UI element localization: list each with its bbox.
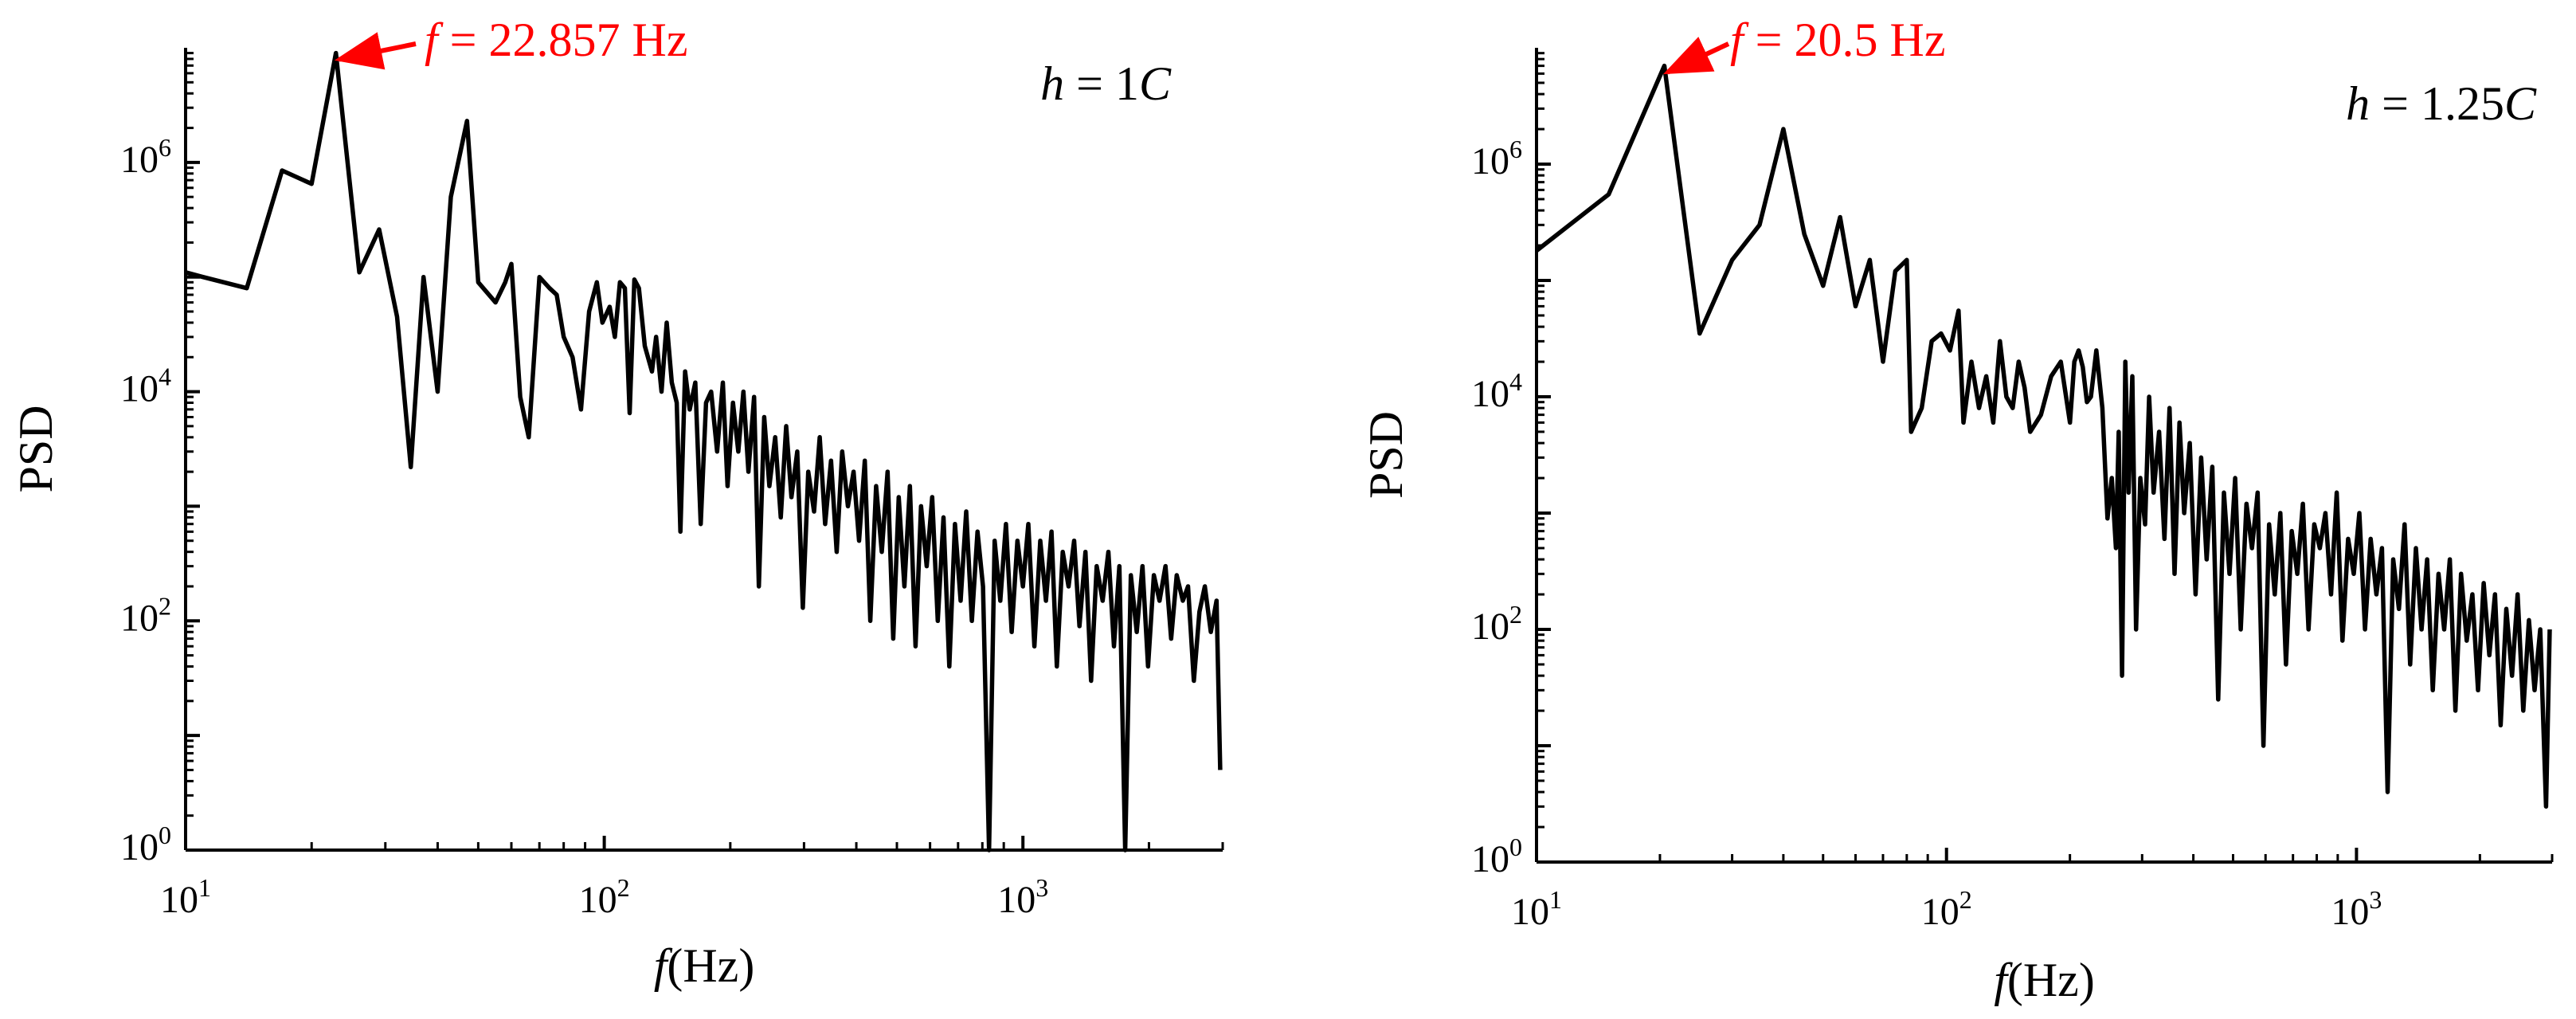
- chart-panel-right: 100 102 104 106 101 102 103 PSD f(Hz) h = 1.2…: [1360, 14, 2554, 1006]
- x-axis-title: f(Hz): [1994, 954, 2095, 1006]
- x-tick-labels: 101 102 103: [1511, 885, 2382, 933]
- peak-arrow: [1663, 37, 1730, 75]
- y-tick-label: 100: [1471, 833, 1522, 880]
- y-tick-label: 106: [120, 133, 171, 181]
- x-axis-title: f(Hz): [654, 939, 755, 992]
- x-tick-labels: 101 102 103: [160, 873, 1048, 921]
- x-tick-label: 102: [1921, 885, 1972, 933]
- peak-frequency-label: f = 20.5 Hz: [1730, 14, 1945, 66]
- y-tick-label: 102: [1471, 600, 1522, 648]
- x-tick-label: 103: [2331, 885, 2382, 933]
- y-tick-labels: 100 102 104 106: [1471, 135, 1522, 880]
- tick-marks: [1535, 52, 2554, 864]
- y-tick-label: 104: [1471, 367, 1522, 415]
- x-tick-label: 101: [1511, 885, 1562, 933]
- x-tick-label: 101: [160, 873, 211, 921]
- height-label: h = 1C: [1040, 57, 1172, 110]
- x-tick-label: 103: [997, 873, 1048, 921]
- y-tick-label: 102: [120, 591, 171, 639]
- x-tick-label: 102: [579, 873, 630, 921]
- y-tick-labels: 100 102 104 106: [120, 133, 171, 868]
- y-axis-title: PSD: [1360, 411, 1412, 499]
- psd-series-line: [185, 50, 1223, 852]
- peak-arrow: [334, 32, 417, 70]
- psd-series-line: [1535, 63, 2552, 809]
- peak-frequency-label: f = 22.857 Hz: [425, 14, 687, 66]
- y-tick-label: 100: [120, 821, 171, 868]
- height-label: h = 1.25C: [2346, 77, 2537, 130]
- y-axis-title: PSD: [10, 405, 62, 492]
- y-tick-label: 106: [1471, 135, 1522, 182]
- y-tick-label: 104: [120, 363, 171, 410]
